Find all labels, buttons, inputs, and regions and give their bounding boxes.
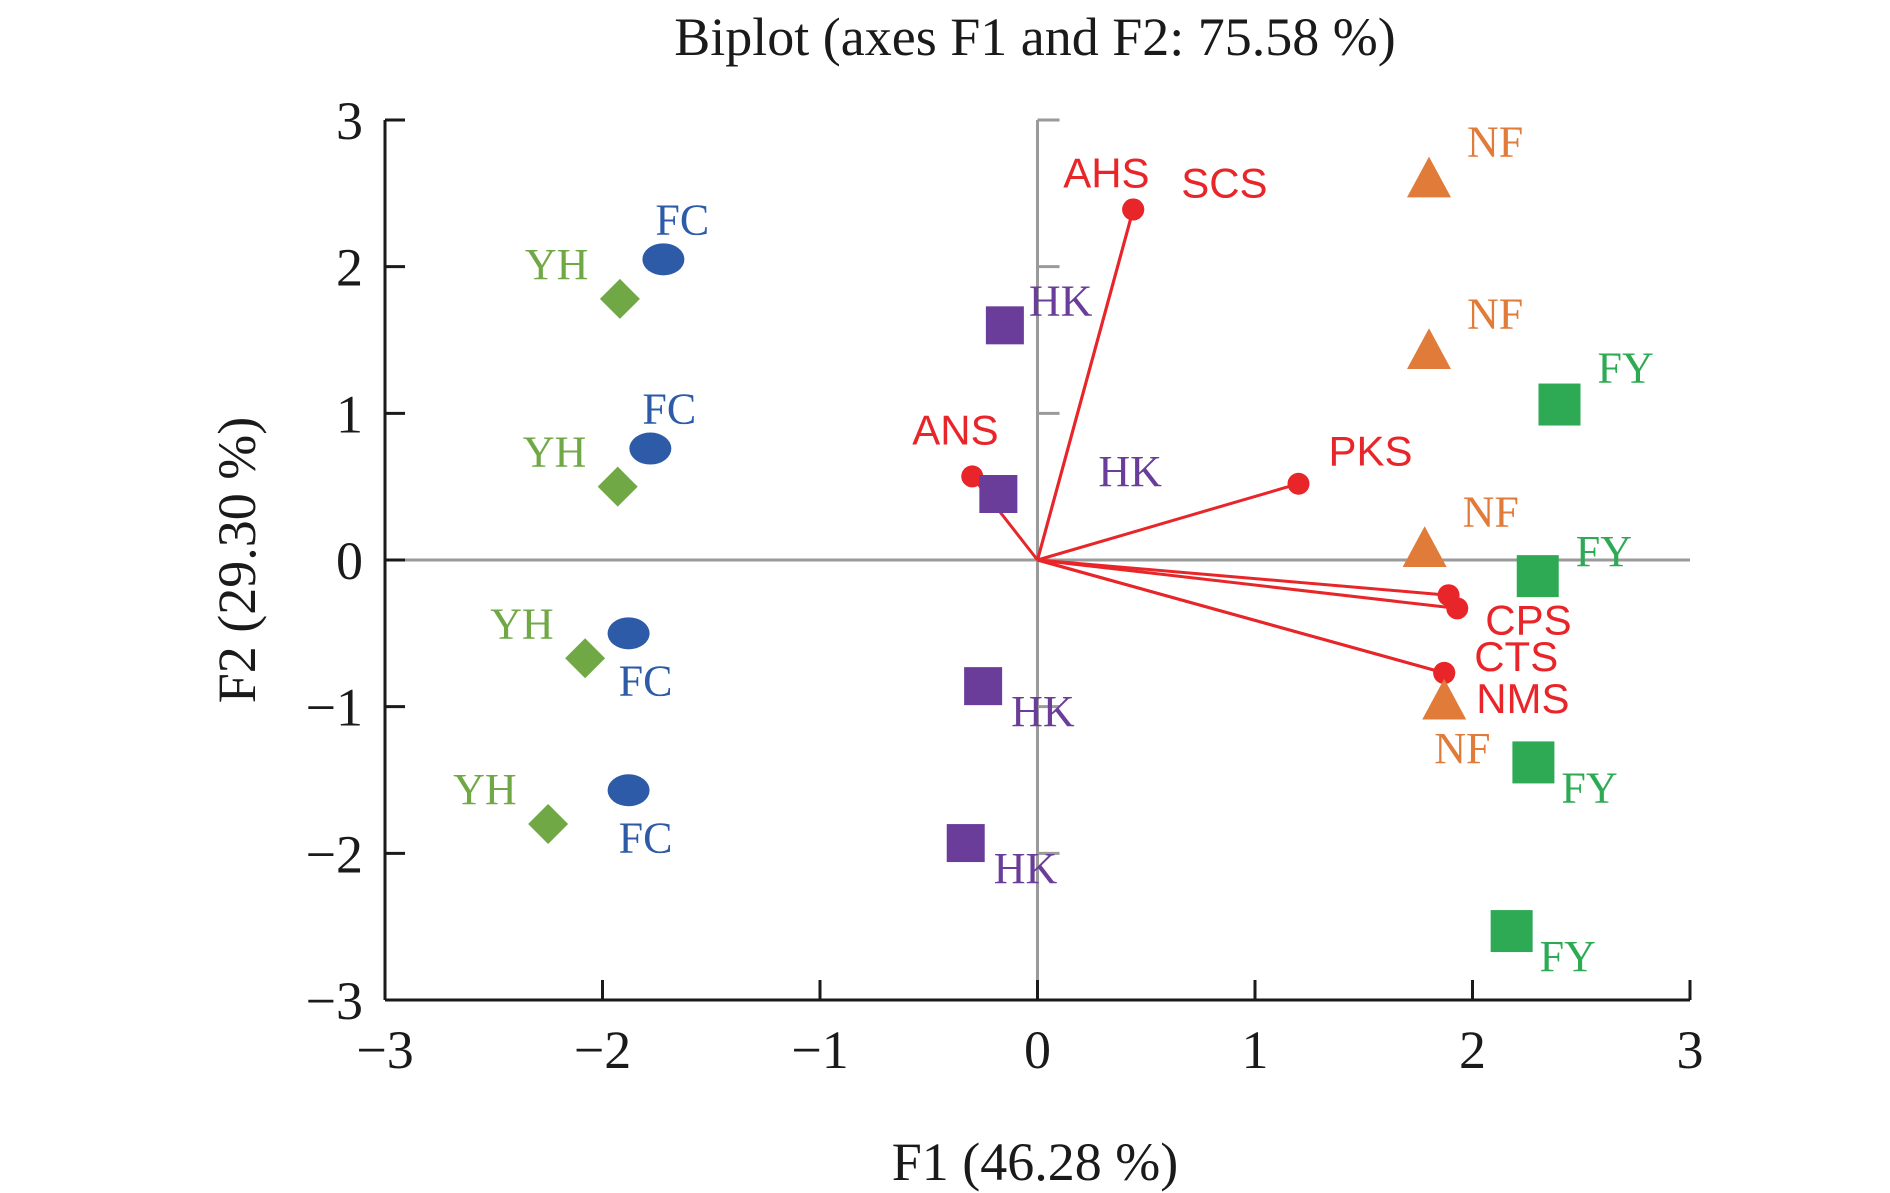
hk-label-2: HK: [1098, 447, 1162, 496]
yh-label-2: YH: [523, 428, 587, 477]
fy-point-1: [1538, 383, 1581, 426]
vector-label-pks: PKS: [1329, 428, 1413, 475]
vector-endpoint-cps-2: [1446, 597, 1469, 620]
x-tick-label: −1: [791, 1020, 848, 1080]
y-tick-label: 1: [336, 384, 363, 444]
fy-label-3: FY: [1561, 763, 1617, 812]
vector-line-pks: [1037, 482, 1299, 562]
y-tick-label: 0: [336, 531, 363, 591]
yh-point-2: [597, 466, 638, 507]
nf-point-1: [1407, 156, 1451, 198]
nf-label-1: NF: [1467, 118, 1523, 167]
fy-label-2: FY: [1576, 527, 1632, 576]
fc-point-1: [642, 243, 685, 276]
vector-endpoint-nms: [1433, 661, 1456, 684]
x-tick-label: 0: [1024, 1020, 1051, 1080]
x-tick-label: 2: [1459, 1020, 1486, 1080]
x-tick-label: −3: [356, 1020, 413, 1080]
fy-label-1: FY: [1598, 344, 1654, 393]
score-points: YH YH YH YH FC FC FC FC HK HK HK HK NF NF NF NF FY FY FY FY: [453, 118, 1654, 981]
x-tick-label: 3: [1677, 1020, 1704, 1080]
fy-point-2: [1516, 555, 1559, 598]
nf-label-4: NF: [1434, 724, 1490, 773]
vector-line-cps: [1037, 558, 1449, 597]
x-tick-label: −2: [574, 1020, 631, 1080]
vector-line-scs: [1036, 209, 1135, 561]
y-tick-label: −1: [306, 678, 363, 738]
nf-point-3: [1402, 526, 1447, 567]
vector-endpoint-pks: [1287, 472, 1310, 495]
yh-label-4: YH: [453, 765, 517, 814]
yh-label-3: YH: [490, 599, 554, 648]
hk-label-1: HK: [1029, 276, 1093, 325]
fc-label-3: FC: [619, 656, 673, 705]
nf-point-4: [1422, 678, 1467, 720]
vector-line-cps-2: [1037, 558, 1458, 610]
yh-point-1: [599, 278, 640, 319]
fc-point-2: [629, 432, 672, 465]
yh-point-4: [528, 804, 569, 844]
vector-label-ans: ANS: [912, 406, 998, 453]
nf-label-3: NF: [1463, 487, 1519, 536]
axes: −3 −2 −1 0 1 2 3 −3 −2 −1 0 1 2 3: [306, 91, 1704, 1080]
yh-point-3: [565, 638, 606, 679]
vector-label-scs: SCS: [1181, 159, 1267, 206]
fc-label-1: FC: [655, 195, 709, 244]
y-tick-label: 3: [336, 91, 363, 151]
vector-line-nms: [1037, 558, 1445, 675]
hk-label-4: HK: [994, 844, 1058, 893]
x-axis-label: F1 (46.28 %): [892, 1132, 1178, 1192]
vector-endpoint-scs: [1122, 198, 1145, 221]
fc-label-2: FC: [642, 385, 696, 434]
fc-label-4: FC: [619, 813, 673, 862]
nf-label-2: NF: [1467, 289, 1523, 338]
y-tick-label: 2: [336, 238, 363, 298]
vector-endpoint-ans: [961, 465, 984, 488]
fc-point-3: [607, 617, 650, 650]
vector-label-cts: CTS: [1474, 633, 1558, 680]
fy-label-4: FY: [1540, 932, 1596, 981]
hk-point-4: [946, 824, 985, 863]
yh-label-1: YH: [525, 240, 589, 289]
fy-point-3: [1512, 741, 1555, 784]
fc-point-4: [607, 774, 650, 807]
y-tick-label: −2: [306, 824, 363, 884]
chart-title: Biplot (axes F1 and F2: 75.58 %): [674, 7, 1395, 67]
vector-label-cps-2: CPS: [1485, 596, 1571, 643]
x-tick-label: 1: [1242, 1020, 1269, 1080]
y-tick-label: −3: [306, 971, 363, 1031]
vector-label-nms: NMS: [1476, 675, 1569, 722]
y-axis-label: F2 (29.30 %): [207, 417, 267, 703]
hk-point-2: [979, 475, 1018, 513]
fy-point-4: [1490, 910, 1533, 953]
vector-label-ahs: AHS: [1063, 149, 1149, 196]
hk-point-3: [964, 667, 1003, 706]
hk-label-3: HK: [1011, 687, 1075, 736]
nf-point-2: [1407, 328, 1451, 369]
hk-point-1: [985, 306, 1024, 345]
